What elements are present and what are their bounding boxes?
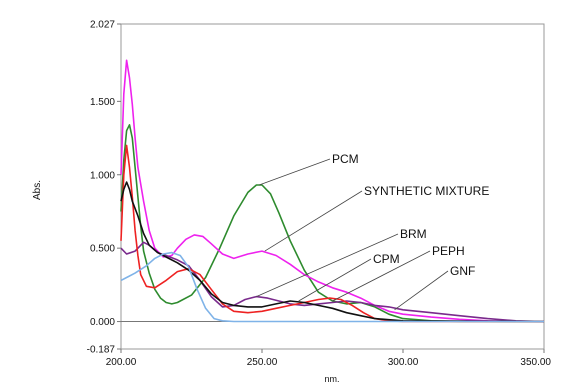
callout-label: GNF <box>450 264 475 278</box>
callout-leader-lines <box>256 158 449 311</box>
x-tick-label: 250.00 <box>247 357 278 368</box>
series-line-5 <box>120 251 544 323</box>
callout-leader <box>298 258 372 302</box>
y-tick-label: 1.000 <box>90 170 115 181</box>
spectrum-curves <box>120 59 545 323</box>
callout-leader <box>256 233 399 297</box>
x-tick-label: 300.00 <box>388 357 419 368</box>
y-tick-label: 0.000 <box>90 317 115 328</box>
y-tick-label: 1.500 <box>90 97 115 108</box>
callout-label: BRM <box>400 227 427 241</box>
x-tick-label: 350.00 <box>520 357 551 368</box>
series-line-4 <box>120 181 545 323</box>
callout-label: PEPH <box>432 244 465 258</box>
plot-frame <box>120 23 545 350</box>
callout-leader <box>332 250 431 302</box>
y-tick-label: 0.500 <box>90 244 115 255</box>
callout-label: SYNTHETIC MIXTURE <box>364 184 489 198</box>
series-line-2 <box>120 241 545 323</box>
callout-leader <box>264 190 363 252</box>
x-axis-label: nm. <box>324 374 339 384</box>
x-tick-label: 200.00 <box>106 357 137 368</box>
y-tick-label: -0.187 <box>87 345 116 356</box>
series-line-1 <box>120 59 545 323</box>
series-line-3 <box>120 144 544 323</box>
callout-leader <box>394 270 449 311</box>
callout-label: CPM <box>373 252 400 266</box>
y-axis-label: Abs. <box>32 180 43 200</box>
callout-label: PCM <box>332 152 359 166</box>
y-tick-label: 2.027 <box>90 20 115 31</box>
callout-leader <box>259 158 331 186</box>
